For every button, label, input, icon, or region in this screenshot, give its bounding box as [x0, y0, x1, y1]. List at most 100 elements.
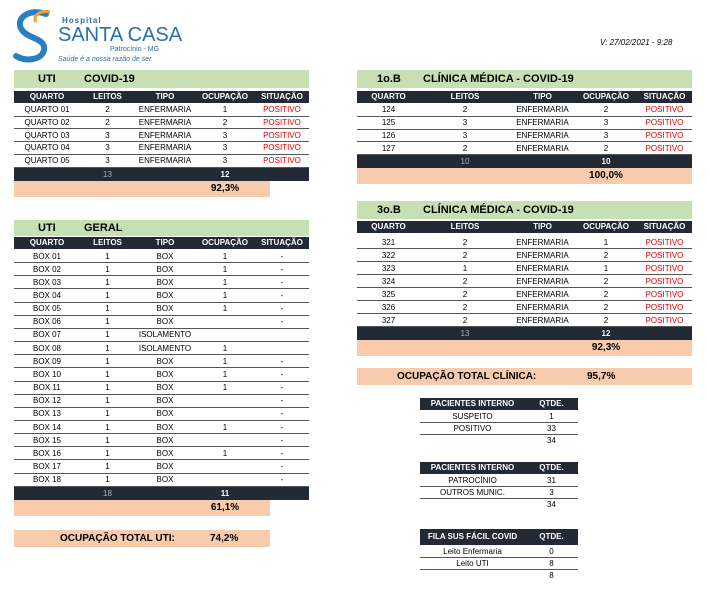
column-header-row: [14, 237, 309, 249]
cell: BOX 17: [32, 461, 61, 471]
cell: 3: [549, 488, 554, 497]
occupancy-bar: [14, 499, 270, 516]
cell: -: [280, 251, 284, 261]
cell: 1: [222, 105, 228, 115]
cell: BOX: [156, 409, 174, 419]
cell: 1: [105, 475, 110, 485]
cell: 1: [105, 330, 110, 340]
cell: BOX: [156, 475, 174, 485]
total-leitos: 10: [460, 157, 470, 166]
row-line: [14, 433, 309, 435]
cell: POSITIVO: [263, 130, 301, 140]
cell: BOX 09: [32, 356, 61, 366]
cell: -: [280, 277, 284, 287]
location: Patrocínio - MG: [110, 46, 160, 53]
cell: 1: [222, 304, 228, 314]
occupancy: 92,3%: [591, 342, 621, 353]
section-unit: UTI: [38, 73, 56, 85]
cell: 1: [105, 264, 110, 274]
cell: ENFERMARIA: [516, 315, 569, 325]
section-name: CLÍNICA MÉDICA - COVID-19: [423, 73, 574, 85]
cell: ENFERMARIA: [516, 302, 569, 312]
cell: POSITIVO: [263, 156, 301, 166]
cell: BOX 12: [32, 396, 61, 406]
cell: ENFERMARIA: [138, 130, 192, 140]
cell: 1: [222, 369, 228, 379]
row-line: [14, 153, 309, 155]
row-line: [14, 472, 309, 474]
cell: BOX 08: [32, 343, 61, 353]
cell: 2: [462, 276, 468, 286]
cell: PATROCÍNIO: [448, 476, 497, 485]
row-line: [357, 274, 692, 275]
hospital-small: Hospital: [62, 16, 102, 25]
cell: 1: [222, 383, 228, 393]
cell: 2: [222, 118, 228, 128]
cell: ENFERMARIA: [138, 118, 192, 128]
cell: POSITIVO: [645, 263, 684, 273]
row-line: [14, 419, 309, 421]
cell: 1: [105, 356, 110, 366]
column-header: OCUPAÇÃO: [582, 92, 630, 101]
column-header: LEITOS: [450, 222, 480, 231]
cell: BOX 07: [32, 330, 61, 340]
cell: 2: [603, 315, 609, 325]
cell: POSITIVO: [645, 118, 684, 128]
section-bar: [357, 70, 692, 88]
cell: 1: [222, 264, 228, 274]
cell: BOX 05: [32, 304, 61, 314]
cell: BOX: [156, 304, 174, 314]
cell: 3: [105, 156, 110, 166]
cell: 2: [603, 143, 609, 153]
cell: 1: [105, 461, 110, 471]
row-line: [14, 141, 309, 143]
cell: 1: [105, 291, 110, 301]
cell: BOX: [156, 277, 174, 287]
cell: 2: [105, 105, 110, 115]
cell: 2: [462, 315, 468, 325]
cell: BOX: [156, 396, 174, 406]
total-row: [357, 327, 692, 340]
cell: ENFERMARIA: [138, 105, 192, 115]
section-bar: [14, 220, 309, 236]
cell: BOX: [156, 291, 174, 301]
row-line: [357, 313, 692, 314]
cell: BOX: [156, 356, 174, 366]
section-bar: [14, 70, 309, 88]
cell: ENFERMARIA: [516, 118, 569, 128]
cell: -: [280, 396, 284, 406]
cell: 322: [381, 250, 396, 260]
row-line: [420, 498, 578, 499]
summary-total: 34: [547, 436, 556, 445]
cell: POSITIVO: [263, 118, 301, 128]
occupancy-bar: [14, 180, 270, 197]
cell: 1: [105, 422, 110, 432]
cell: QUARTO 01: [24, 105, 70, 115]
cell: 325: [381, 289, 396, 299]
cell: BOX 16: [32, 448, 61, 458]
column-header-row: [14, 91, 309, 103]
cell: 2: [462, 289, 468, 299]
column-header: OCUPAÇÃO: [201, 238, 249, 247]
summary-header: PACIENTES INTERNO: [430, 399, 515, 408]
summary-header: QTDE.: [539, 399, 564, 408]
cell: POSITIVO: [453, 424, 492, 433]
cell: 2: [603, 289, 609, 299]
cell: 124: [381, 105, 396, 115]
column-header: LEITOS: [93, 238, 122, 247]
cell: BOX: [156, 251, 174, 261]
cell: ENFERMARIA: [516, 237, 569, 247]
column-header: LEITOS: [93, 92, 122, 101]
cell: -: [280, 317, 284, 327]
row-line: [357, 115, 692, 117]
cell: BOX 04: [32, 291, 61, 301]
cell: 1: [222, 291, 228, 301]
cell: BOX: [156, 369, 174, 379]
column-header: QUARTO: [29, 238, 65, 247]
cell: 1: [222, 343, 228, 353]
section-name: CLÍNICA MÉDICA - COVID-19: [423, 204, 574, 216]
cell: 327: [381, 315, 396, 325]
occupancy-bar: [357, 340, 692, 356]
row-line: [14, 314, 309, 316]
cell: POSITIVO: [645, 289, 684, 299]
